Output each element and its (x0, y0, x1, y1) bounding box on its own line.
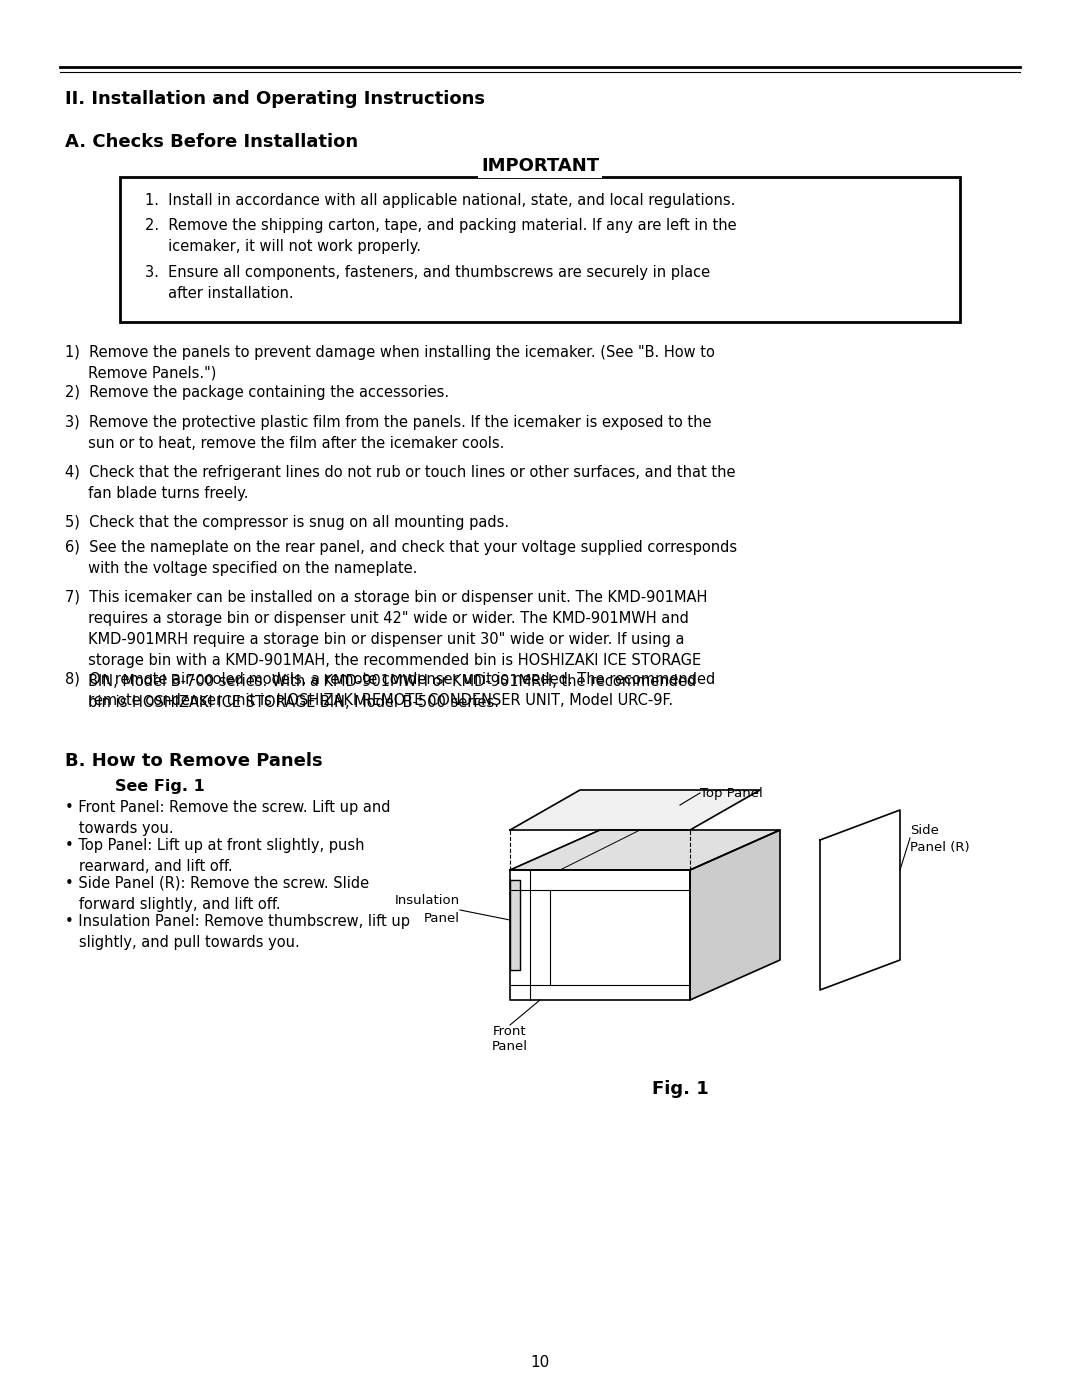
Text: 6)  See the nameplate on the rear panel, and check that your voltage supplied co: 6) See the nameplate on the rear panel, … (65, 541, 738, 576)
Text: 10: 10 (530, 1355, 550, 1370)
Text: 8)  On remote air-cooled models, a remote condenser unit is needed. The recommen: 8) On remote air-cooled models, a remote… (65, 672, 715, 708)
Text: 5)  Check that the compressor is snug on all mounting pads.: 5) Check that the compressor is snug on … (65, 515, 509, 529)
Text: 4)  Check that the refrigerant lines do not rub or touch lines or other surfaces: 4) Check that the refrigerant lines do n… (65, 465, 735, 502)
Text: 1.  Install in accordance with all applicable national, state, and local regulat: 1. Install in accordance with all applic… (145, 193, 735, 208)
Polygon shape (820, 810, 900, 990)
Text: Panel: Panel (424, 911, 460, 925)
Text: A. Checks Before Installation: A. Checks Before Installation (65, 133, 359, 151)
Text: • Insulation Panel: Remove thumbscrew, lift up
   slightly, and pull towards you: • Insulation Panel: Remove thumbscrew, l… (65, 914, 410, 950)
Text: • Side Panel (R): Remove the screw. Slide
   forward slightly, and lift off.: • Side Panel (R): Remove the screw. Slid… (65, 876, 369, 912)
Text: Insulation: Insulation (395, 894, 460, 907)
Text: 7)  This icemaker can be installed on a storage bin or dispenser unit. The KMD-9: 7) This icemaker can be installed on a s… (65, 590, 707, 710)
Polygon shape (510, 870, 690, 1000)
Text: • Front Panel: Remove the screw. Lift up and
   towards you.: • Front Panel: Remove the screw. Lift up… (65, 800, 391, 835)
Text: • Top Panel: Lift up at front slightly, push
   rearward, and lift off.: • Top Panel: Lift up at front slightly, … (65, 838, 365, 875)
Text: B. How to Remove Panels: B. How to Remove Panels (65, 752, 323, 770)
Text: II. Installation and Operating Instructions: II. Installation and Operating Instructi… (65, 89, 485, 108)
Text: Panel: Panel (492, 1039, 528, 1053)
Text: Fig. 1: Fig. 1 (651, 1080, 708, 1098)
Polygon shape (510, 789, 760, 830)
Text: IMPORTANT: IMPORTANT (481, 156, 599, 175)
Text: Top Panel: Top Panel (700, 787, 762, 799)
Text: Front: Front (494, 1025, 527, 1038)
Polygon shape (510, 880, 519, 970)
Polygon shape (510, 830, 780, 870)
Text: Panel (R): Panel (R) (910, 841, 970, 855)
Polygon shape (690, 830, 780, 1000)
Text: 3)  Remove the protective plastic film from the panels. If the icemaker is expos: 3) Remove the protective plastic film fr… (65, 415, 712, 451)
Text: 3.  Ensure all components, fasteners, and thumbscrews are securely in place
    : 3. Ensure all components, fasteners, and… (145, 265, 711, 300)
Text: 1)  Remove the panels to prevent damage when installing the icemaker. (See "B. H: 1) Remove the panels to prevent damage w… (65, 345, 715, 381)
Text: See Fig. 1: See Fig. 1 (114, 780, 205, 793)
Text: 2)  Remove the package containing the accessories.: 2) Remove the package containing the acc… (65, 386, 449, 400)
Text: Side: Side (910, 823, 939, 837)
Bar (120, 177, 960, 321)
Text: 2.  Remove the shipping carton, tape, and packing material. If any are left in t: 2. Remove the shipping carton, tape, and… (145, 218, 737, 254)
